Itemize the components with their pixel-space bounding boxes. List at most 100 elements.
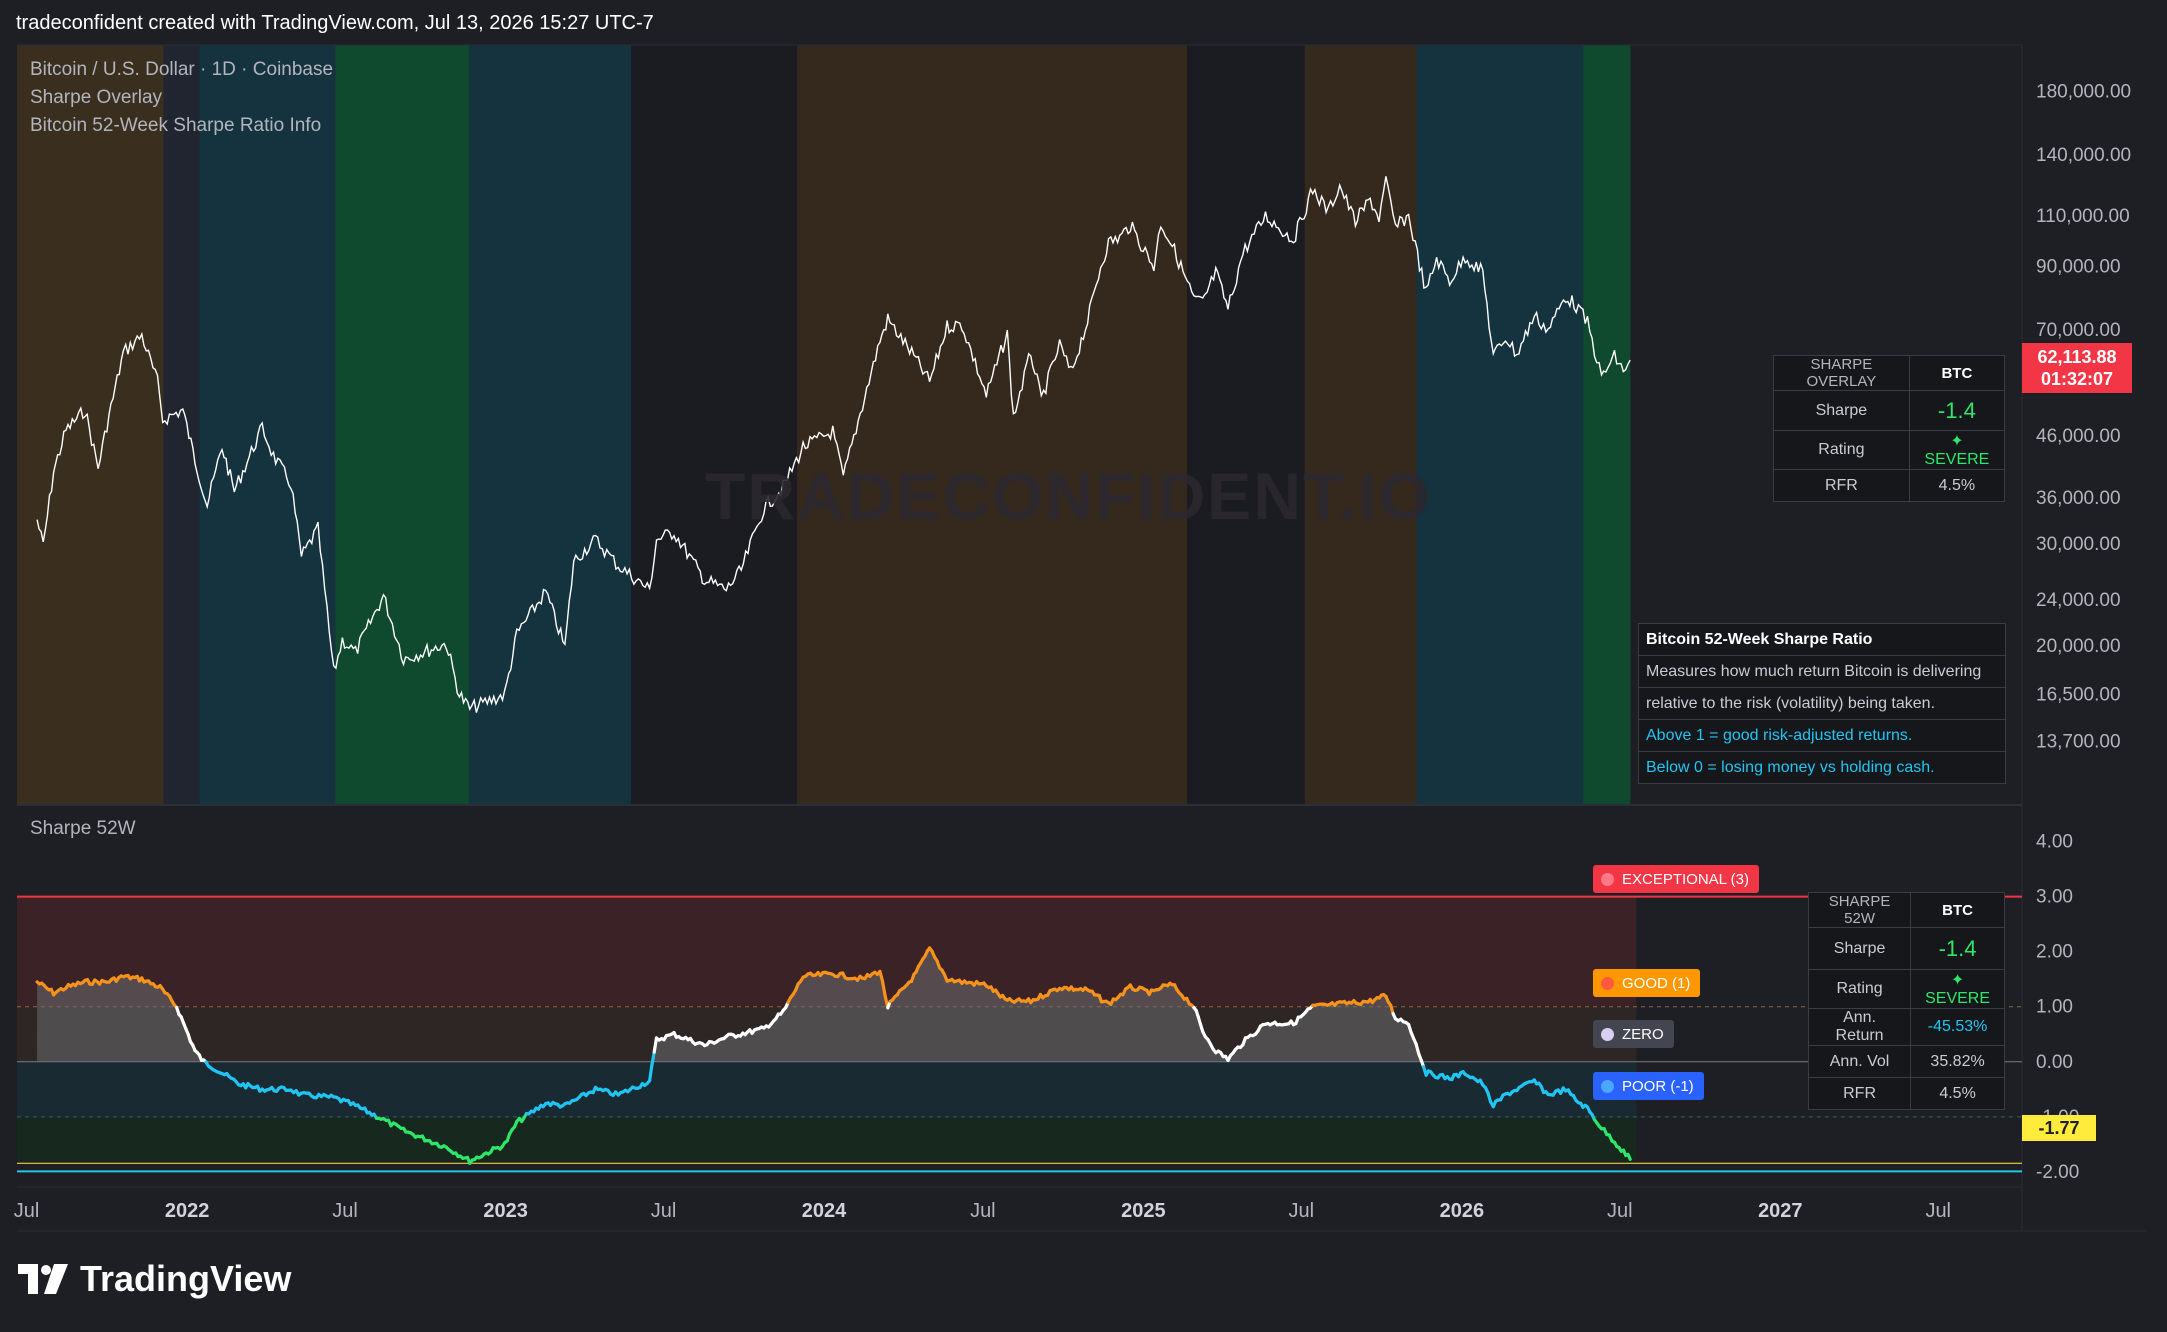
ann-return-value: -45.53% xyxy=(1910,1008,2005,1046)
zero-level-tag[interactable]: ZERO xyxy=(1593,1020,1674,1048)
sharpe-52w-table: SHARPE 52W BTC Sharpe -1.4 Rating ✦ SEVE… xyxy=(1807,892,2005,1110)
price-tick-label: 36,000.00 xyxy=(2036,488,2121,509)
last-sharpe-tag: -1.77 xyxy=(2022,1115,2096,1141)
time-tick-label: Jul xyxy=(1607,1200,1633,1222)
rfr-row-value: 4.5% xyxy=(1910,1077,2005,1110)
info-line-4: Below 0 = losing money vs holding cash. xyxy=(1638,751,2006,784)
sharpe-segment xyxy=(1626,1152,1632,1161)
sharpe-tick-label: 0.00 xyxy=(2036,1052,2073,1073)
price-tick-label: 24,000.00 xyxy=(2036,590,2121,611)
poor-label: POOR (-1) xyxy=(1622,1077,1694,1095)
exceptional-label: EXCEPTIONAL (3) xyxy=(1622,870,1749,888)
zero-label: ZERO xyxy=(1622,1025,1664,1043)
overlay-sharpe-value: -1.4 xyxy=(1908,390,2006,431)
price-tick-label: 90,000.00 xyxy=(2036,257,2121,278)
overlay-rating-value: ✦ SEVERE xyxy=(1908,430,2006,470)
sharpe-segment xyxy=(878,969,885,983)
watermark: TRADECONFIDENT.IO xyxy=(705,459,1432,533)
good-dot-icon xyxy=(1601,976,1614,990)
sharpe-table-title: SHARPE 52W xyxy=(1807,892,1912,928)
sharpe-tick-label: 2.00 xyxy=(2036,942,2073,963)
time-tick-label: Jul xyxy=(651,1200,677,1222)
sharpe-tick-label: -2.00 xyxy=(2036,1162,2079,1183)
sharpe-segment xyxy=(1414,1042,1421,1056)
zero-dot-icon xyxy=(1601,1027,1614,1041)
regime-band xyxy=(163,45,200,805)
ann-return-label: Ann. Return xyxy=(1807,1008,1912,1046)
regime-band xyxy=(468,45,632,805)
regime-band xyxy=(17,45,164,805)
overlay-table-title: SHARPE OVERLAY xyxy=(1773,355,1910,391)
poor-dot-icon xyxy=(1601,1079,1614,1093)
overlay-rating-label: Rating xyxy=(1773,430,1910,470)
rating-row-label: Rating xyxy=(1807,969,1912,1009)
indicator-legend-info[interactable]: Bitcoin 52-Week Sharpe Ratio Info xyxy=(30,115,322,136)
time-tick-label: 2027 xyxy=(1758,1200,1803,1222)
price-axis: 180,000.00 140,000.00 110,000.00 90,000.00 7… xyxy=(2036,82,2131,753)
overlay-rfr-label: RFR xyxy=(1773,469,1910,502)
time-tick-label: Jul xyxy=(1289,1200,1315,1222)
regime-band xyxy=(1187,45,1305,805)
price-tick-label: 30,000.00 xyxy=(2036,534,2121,555)
time-tick-label: 2026 xyxy=(1440,1200,1485,1222)
price-tick-label: 13,700.00 xyxy=(2036,732,2121,753)
time-tick-label: 2024 xyxy=(802,1200,847,1222)
tradingview-logo[interactable]: TradingView xyxy=(18,1258,291,1300)
sharpe-pane-title[interactable]: Sharpe 52W xyxy=(30,818,136,839)
good-level-tag[interactable]: GOOD (1) xyxy=(1593,969,1701,997)
sharpe-pane-background xyxy=(17,896,1637,1161)
sharpe-segment xyxy=(650,1050,656,1067)
price-tick-label: 110,000.00 xyxy=(2036,206,2130,227)
sharpe-overlay-table: SHARPE OVERLAY BTC Sharpe -1.4 Rating ✦ … xyxy=(1773,355,2006,502)
ann-vol-value: 35.82% xyxy=(1910,1045,2005,1078)
price-tick-label: 140,000.00 xyxy=(2036,145,2131,166)
regime-band xyxy=(1583,45,1631,805)
sharpe-segment xyxy=(647,1063,654,1083)
indicator-legend-overlay[interactable]: Sharpe Overlay xyxy=(30,87,163,108)
time-tick-label: Jul xyxy=(14,1200,40,1222)
price-tick-label: 46,000.00 xyxy=(2036,426,2121,447)
price-series xyxy=(36,176,1631,713)
sharpe-series xyxy=(35,946,1632,1165)
rfr-row-label: RFR xyxy=(1807,1077,1912,1110)
sharpe-row-value: -1.4 xyxy=(1910,927,2005,970)
last-price-tag: 62,113.88 01:32:07 xyxy=(2022,343,2132,393)
sharpe-row-label: Sharpe xyxy=(1807,927,1912,970)
price-tick-label: 70,000.00 xyxy=(2036,320,2121,341)
poor-level-tag[interactable]: POOR (-1) xyxy=(1593,1072,1704,1100)
info-table-title: Bitcoin 52-Week Sharpe Ratio xyxy=(1638,623,2006,656)
overlay-table-asset: BTC xyxy=(1908,355,2006,391)
sharpe-tick-label: 1.00 xyxy=(2036,997,2073,1018)
time-tick-label: Jul xyxy=(970,1200,996,1222)
ann-vol-label: Ann. Vol xyxy=(1807,1045,1912,1078)
info-line-1: Measures how much return Bitcoin is deli… xyxy=(1638,655,2006,688)
time-tick-label: 2025 xyxy=(1121,1200,1166,1222)
price-tick-label: 20,000.00 xyxy=(2036,636,2121,657)
overlay-rfr-value: 4.5% xyxy=(1908,469,2006,502)
price-line xyxy=(36,176,1631,713)
sharpe-table-asset: BTC xyxy=(1910,892,2005,928)
sharpe-segment xyxy=(880,979,887,998)
exceptional-level-tag[interactable]: EXCEPTIONAL (3) xyxy=(1593,865,1759,893)
time-tick-label: Jul xyxy=(332,1200,358,1222)
regime-band xyxy=(631,45,798,805)
regime-band xyxy=(797,45,1188,805)
tradingview-logo-icon xyxy=(18,1264,68,1294)
time-tick-label: Jul xyxy=(1925,1200,1951,1222)
regime-band xyxy=(199,45,336,805)
poor-zone xyxy=(17,1116,1637,1161)
price-tick-label: 16,500.00 xyxy=(2036,685,2121,706)
info-line-2: relative to the risk (volatility) being … xyxy=(1638,687,2006,720)
sharpe-info-table: Bitcoin 52-Week Sharpe Ratio Measures ho… xyxy=(1638,623,2006,784)
regime-band xyxy=(1416,45,1584,805)
pane-frame xyxy=(17,44,2147,1232)
time-axis: Jul 2022 Jul 2023 Jul 2024 Jul 2025 Jul 2026 Jul 20… xyxy=(14,1200,1951,1222)
sharpe-tick-label: 4.00 xyxy=(2036,832,2073,853)
rating-row-value: ✦ SEVERE xyxy=(1910,969,2005,1009)
tradingview-wordmark: TradingView xyxy=(80,1258,292,1299)
overlay-sharpe-label: Sharpe xyxy=(1773,390,1910,431)
price-tick-label: 180,000.00 xyxy=(2036,82,2131,103)
symbol-legend[interactable]: Bitcoin / U.S. Dollar · 1D · Coinbase xyxy=(30,59,334,80)
chart-header: tradeconfident created with TradingView.… xyxy=(16,12,654,34)
regime-band xyxy=(335,45,469,805)
